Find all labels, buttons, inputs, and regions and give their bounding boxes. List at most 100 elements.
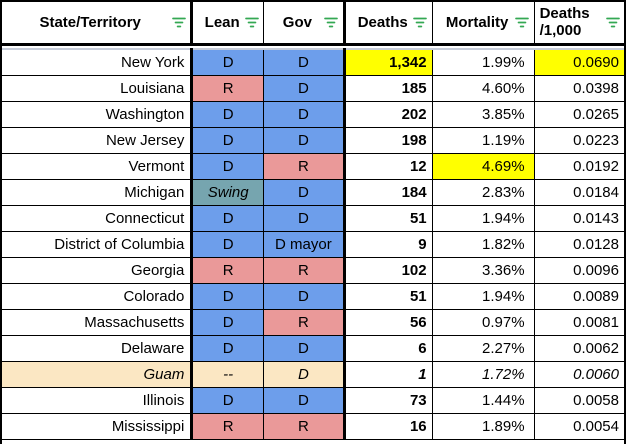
gov-cell[interactable]: D mayor	[263, 231, 346, 258]
deaths-cell[interactable]: 16	[344, 413, 433, 440]
gov-cell[interactable]: D	[263, 49, 346, 76]
state-cell[interactable]: New York	[2, 49, 194, 76]
deaths-per-1000-cell[interactable]: 0.0184	[534, 179, 624, 206]
gov-cell[interactable]: D	[263, 335, 346, 362]
state-cell[interactable]: Massachusetts	[2, 309, 194, 336]
deaths-per-1000-cell[interactable]: 0.0089	[534, 283, 624, 310]
deaths-per-1000-cell[interactable]: 0.0054	[534, 413, 624, 440]
lean-cell[interactable]: D	[191, 283, 265, 310]
lean-cell[interactable]: D	[191, 205, 265, 232]
gov-cell[interactable]: D	[263, 127, 346, 154]
gov-cell[interactable]: D	[263, 75, 346, 102]
lean-cell[interactable]: D	[191, 153, 265, 180]
deaths-cell[interactable]: 6	[344, 335, 433, 362]
gov-cell[interactable]: R	[263, 413, 346, 440]
deaths-per-1000-cell[interactable]: 0.0081	[534, 309, 624, 336]
mortality-cell[interactable]: 3.36%	[432, 257, 535, 284]
column-header-mortality[interactable]: Mortality	[432, 2, 535, 46]
state-cell[interactable]: Illinois	[2, 387, 194, 414]
mortality-cell[interactable]: 1.99%	[432, 49, 535, 76]
mortality-cell[interactable]: 1.89%	[432, 413, 535, 440]
mortality-cell[interactable]: 1.44%	[432, 387, 535, 414]
lean-cell[interactable]: Swing	[191, 179, 265, 206]
filter-icon[interactable]	[171, 16, 186, 29]
state-cell[interactable]: Michigan	[2, 179, 194, 206]
filter-icon[interactable]	[605, 16, 620, 29]
deaths-cell[interactable]: 51	[344, 205, 433, 232]
deaths-per-1000-cell[interactable]: 0.0062	[534, 335, 624, 362]
deaths-per-1000-cell[interactable]: 0.0265	[534, 101, 624, 128]
mortality-cell[interactable]: 1.94%	[432, 205, 535, 232]
deaths-cell[interactable]: 198	[344, 127, 433, 154]
state-cell[interactable]: Guam	[2, 361, 194, 388]
filter-icon[interactable]	[515, 16, 530, 29]
deaths-per-1000-cell[interactable]: 0.0223	[534, 127, 624, 154]
mortality-cell[interactable]: 4.60%	[432, 75, 535, 102]
lean-cell[interactable]: D	[191, 127, 265, 154]
filter-icon[interactable]	[324, 16, 339, 29]
gov-cell[interactable]: R	[263, 257, 346, 284]
mortality-cell[interactable]: 1.94%	[432, 283, 535, 310]
mortality-cell[interactable]: 1.82%	[432, 231, 535, 258]
deaths-cell[interactable]: 56	[344, 309, 433, 336]
lean-cell[interactable]: D	[191, 335, 265, 362]
column-header-gov[interactable]: Gov	[263, 2, 346, 46]
gov-cell[interactable]: D	[263, 179, 346, 206]
mortality-cell[interactable]: 1.19%	[432, 127, 535, 154]
deaths-per-1000-cell[interactable]: 0.0096	[534, 257, 624, 284]
state-cell[interactable]: Colorado	[2, 283, 194, 310]
deaths-cell[interactable]: 1,342	[344, 49, 433, 76]
state-cell[interactable]: New Jersey	[2, 127, 194, 154]
deaths-per-1000-cell[interactable]: 0.0690	[534, 49, 624, 76]
lean-cell[interactable]: D	[191, 309, 265, 336]
mortality-cell[interactable]: 4.69%	[432, 153, 535, 180]
lean-cell[interactable]: D	[191, 49, 265, 76]
lean-cell[interactable]: D	[191, 101, 265, 128]
gov-cell[interactable]: D	[263, 361, 346, 388]
state-cell[interactable]: District of Columbia	[2, 231, 194, 258]
deaths-per-1000-cell[interactable]: 0.0058	[534, 387, 624, 414]
lean-cell[interactable]: R	[191, 413, 265, 440]
state-cell[interactable]: Delaware	[2, 335, 194, 362]
gov-cell[interactable]: D	[263, 205, 346, 232]
deaths-cell[interactable]: 51	[344, 283, 433, 310]
column-header-lean[interactable]: Lean	[191, 2, 265, 46]
mortality-cell[interactable]: 1.72%	[432, 361, 535, 388]
state-cell[interactable]: Georgia	[2, 257, 194, 284]
deaths-per-1000-cell[interactable]: 0.0060	[534, 361, 624, 388]
mortality-cell[interactable]: 0.97%	[432, 309, 535, 336]
deaths-cell[interactable]: 1	[344, 361, 433, 388]
column-header-state[interactable]: State/Territory	[2, 2, 194, 46]
state-cell[interactable]: Washington	[2, 101, 194, 128]
lean-cell[interactable]: D	[191, 231, 265, 258]
mortality-cell[interactable]: 2.27%	[432, 335, 535, 362]
column-header-deaths[interactable]: Deaths	[344, 2, 433, 46]
deaths-per-1000-cell[interactable]: 0.0192	[534, 153, 624, 180]
lean-cell[interactable]: R	[191, 257, 265, 284]
deaths-cell[interactable]: 184	[344, 179, 433, 206]
state-cell[interactable]: Louisiana	[2, 75, 194, 102]
deaths-cell[interactable]: 102	[344, 257, 433, 284]
gov-cell[interactable]: D	[263, 101, 346, 128]
gov-cell[interactable]: D	[263, 387, 346, 414]
deaths-cell[interactable]: 185	[344, 75, 433, 102]
deaths-per-1000-cell[interactable]: 0.0398	[534, 75, 624, 102]
deaths-per-1000-cell[interactable]: 0.0143	[534, 205, 624, 232]
lean-cell[interactable]: R	[191, 75, 265, 102]
column-header-deaths-per-1000[interactable]: Deaths/1,000	[534, 2, 624, 46]
lean-cell[interactable]: D	[191, 387, 265, 414]
state-cell[interactable]: Vermont	[2, 153, 194, 180]
state-cell[interactable]: Connecticut	[2, 205, 194, 232]
filter-icon[interactable]	[413, 16, 428, 29]
lean-cell[interactable]: --	[191, 361, 265, 388]
deaths-per-1000-cell[interactable]: 0.0128	[534, 231, 624, 258]
deaths-cell[interactable]: 9	[344, 231, 433, 258]
filter-icon[interactable]	[244, 16, 259, 29]
gov-cell[interactable]: R	[263, 153, 346, 180]
deaths-cell[interactable]: 73	[344, 387, 433, 414]
state-cell[interactable]: Mississippi	[2, 413, 194, 440]
mortality-cell[interactable]: 2.83%	[432, 179, 535, 206]
gov-cell[interactable]: R	[263, 309, 346, 336]
gov-cell[interactable]: D	[263, 283, 346, 310]
deaths-cell[interactable]: 202	[344, 101, 433, 128]
